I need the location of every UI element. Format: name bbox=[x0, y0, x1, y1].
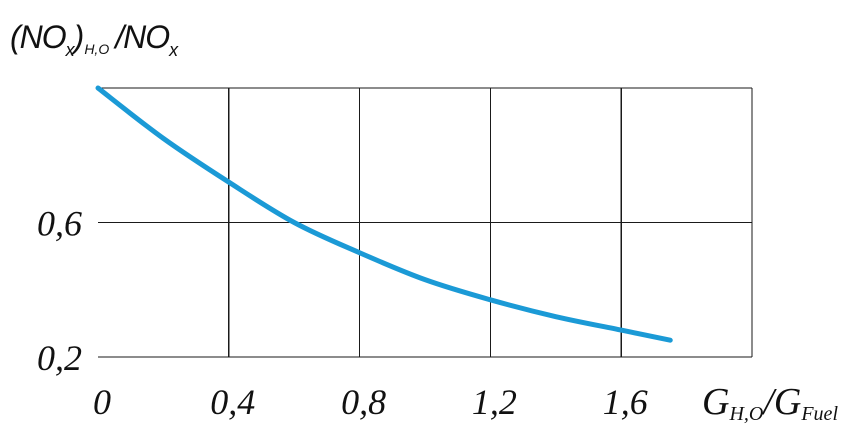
x-axis-label: GH,O/GFuel bbox=[702, 381, 838, 425]
x-label-slash-g: /G bbox=[761, 381, 801, 423]
y-label-close: ) bbox=[70, 19, 84, 55]
y-tick-label: 0,6 bbox=[37, 204, 82, 244]
x-tick-label: 1,2 bbox=[472, 382, 517, 422]
x-tick-label: 1,6 bbox=[603, 382, 648, 422]
x-tick-label: 0,4 bbox=[210, 382, 255, 422]
y-label-open: (NO bbox=[10, 19, 66, 55]
x-label-sub-fuel: Fuel bbox=[800, 403, 838, 425]
grid bbox=[98, 87, 753, 358]
y-tick-label: 0,2 bbox=[37, 338, 82, 378]
y-tick-labels: 0,6 0,2 bbox=[37, 204, 82, 379]
y-label-slash-no: /NO bbox=[113, 19, 169, 55]
y-label-sub-x-2: x bbox=[168, 40, 179, 60]
series-layer bbox=[95, 85, 673, 343]
x-label-sub-h2o: H,O bbox=[728, 403, 763, 425]
y-label-sub-h2o: H,O bbox=[84, 41, 109, 57]
y-axis-label: (NOx)H,O/NOx bbox=[10, 19, 179, 60]
x-tick-label: 0 bbox=[93, 382, 111, 422]
x-tick-label: 0,8 bbox=[341, 382, 386, 422]
x-label-g: G bbox=[702, 381, 729, 423]
series-line bbox=[95, 85, 673, 343]
x-tick-labels: 0 0,4 0,8 1,2 1,6 bbox=[93, 382, 648, 422]
